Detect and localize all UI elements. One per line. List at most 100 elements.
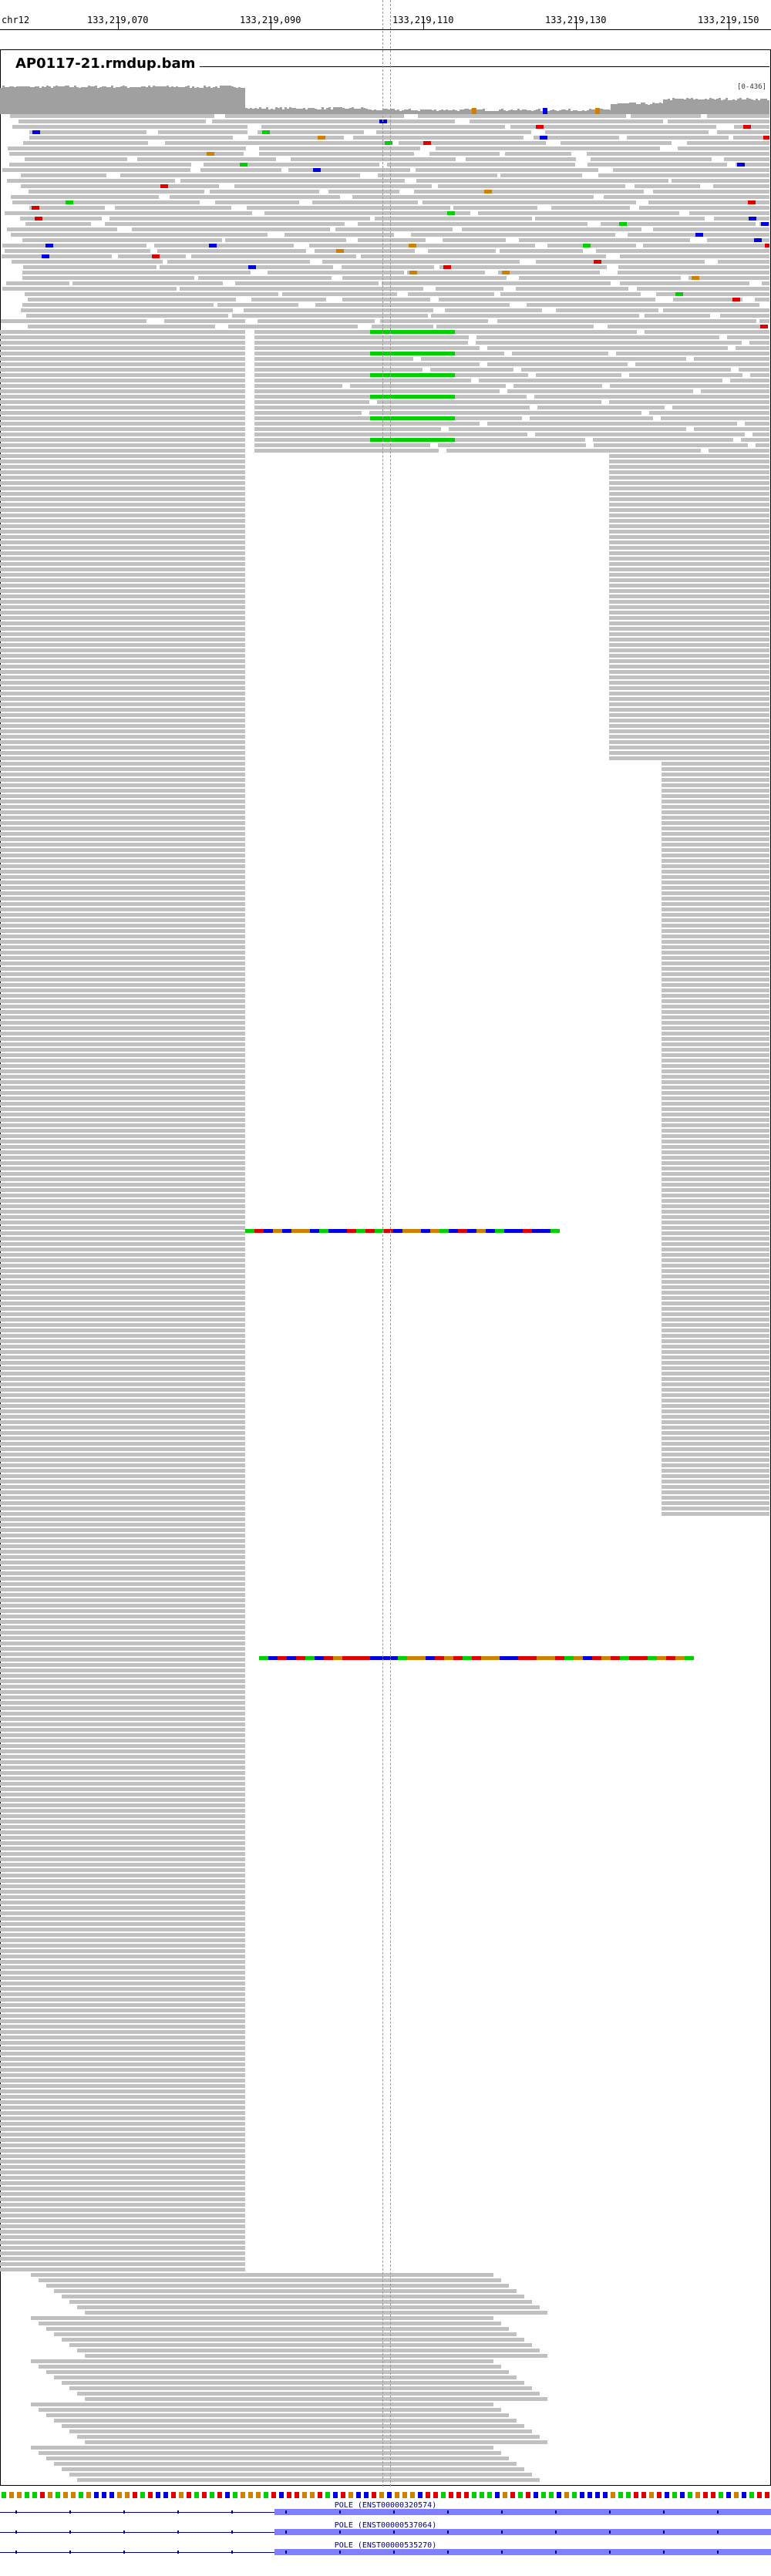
read[interactable] (0, 470, 245, 474)
read[interactable] (662, 934, 769, 938)
read[interactable] (591, 157, 712, 161)
read[interactable] (0, 1204, 245, 1208)
read[interactable] (609, 681, 769, 685)
read[interactable] (0, 616, 245, 620)
read[interactable] (0, 1145, 245, 1149)
read[interactable] (0, 1663, 245, 1667)
read[interactable] (0, 1534, 245, 1537)
read[interactable] (662, 1010, 769, 1014)
read[interactable] (0, 389, 245, 393)
read[interactable] (254, 449, 439, 453)
read[interactable] (0, 1949, 245, 1953)
read[interactable] (663, 308, 769, 312)
read[interactable] (609, 600, 769, 604)
read[interactable] (445, 308, 542, 312)
read[interactable] (0, 1361, 245, 1365)
read[interactable] (500, 292, 641, 296)
read[interactable] (225, 114, 404, 118)
read[interactable] (0, 1841, 245, 1845)
coverage-histogram[interactable] (0, 82, 769, 114)
read[interactable] (730, 379, 769, 382)
read[interactable] (438, 184, 625, 188)
read[interactable] (588, 163, 727, 167)
read[interactable] (0, 384, 245, 388)
read[interactable] (0, 702, 245, 706)
read[interactable] (662, 1323, 769, 1327)
read[interactable] (662, 1501, 769, 1505)
read[interactable] (0, 341, 245, 345)
read[interactable] (656, 292, 769, 296)
read[interactable] (0, 460, 245, 463)
read[interactable] (0, 2036, 245, 2039)
read[interactable] (637, 287, 769, 291)
read[interactable] (0, 951, 245, 955)
read[interactable] (21, 173, 106, 177)
read[interactable] (0, 416, 245, 420)
read[interactable] (0, 2025, 245, 2029)
read[interactable] (0, 1890, 245, 1894)
read[interactable] (259, 152, 414, 156)
read[interactable] (254, 433, 527, 436)
read[interactable] (431, 373, 528, 377)
read[interactable] (714, 217, 769, 221)
read[interactable] (0, 1269, 245, 1273)
read[interactable] (0, 2009, 245, 2012)
read[interactable] (431, 314, 639, 318)
read[interactable] (0, 1415, 245, 1419)
read[interactable] (0, 562, 245, 566)
read[interactable] (755, 298, 769, 301)
read[interactable] (0, 1749, 245, 1753)
read[interactable] (191, 254, 356, 258)
read[interactable] (662, 805, 769, 809)
read[interactable] (0, 2262, 245, 2266)
read[interactable] (0, 2165, 245, 2169)
read[interactable] (662, 1086, 769, 1089)
read[interactable] (609, 654, 769, 658)
read[interactable] (609, 567, 769, 571)
read[interactable] (662, 1382, 769, 1386)
read[interactable] (0, 2138, 245, 2142)
read[interactable] (530, 416, 653, 420)
read[interactable] (0, 1825, 245, 1829)
read[interactable] (662, 994, 769, 998)
read[interactable] (609, 735, 769, 739)
read[interactable] (0, 368, 245, 372)
read[interactable] (0, 740, 245, 744)
read[interactable] (0, 713, 245, 717)
read[interactable] (0, 1167, 245, 1170)
read[interactable] (416, 168, 598, 172)
read[interactable] (0, 2181, 245, 2185)
read[interactable] (29, 136, 233, 140)
read[interactable] (479, 379, 722, 382)
read[interactable] (0, 1782, 245, 1786)
read[interactable] (0, 1172, 245, 1176)
read[interactable] (752, 433, 769, 436)
read[interactable] (2, 168, 190, 172)
read[interactable] (662, 1048, 769, 1052)
read[interactable] (662, 1118, 769, 1122)
read[interactable] (0, 621, 245, 625)
read[interactable] (25, 157, 127, 161)
read[interactable] (662, 1221, 769, 1224)
read[interactable] (0, 1652, 245, 1656)
read[interactable] (0, 1426, 245, 1429)
read[interactable] (0, 2003, 245, 2007)
read[interactable] (0, 1960, 245, 1964)
read[interactable] (258, 319, 375, 323)
read[interactable] (28, 298, 236, 301)
read[interactable] (662, 1026, 769, 1030)
read[interactable] (0, 972, 245, 976)
read[interactable] (167, 260, 310, 264)
read[interactable] (609, 611, 769, 615)
read[interactable] (0, 1863, 245, 1867)
read[interactable] (662, 999, 769, 1003)
read[interactable] (234, 184, 432, 188)
read[interactable] (662, 1442, 769, 1446)
read[interactable] (254, 362, 480, 366)
read[interactable] (358, 222, 588, 226)
read[interactable] (0, 1766, 245, 1770)
read[interactable] (423, 200, 636, 204)
read[interactable] (662, 1102, 769, 1106)
read[interactable] (662, 1075, 769, 1079)
read[interactable] (0, 767, 245, 771)
